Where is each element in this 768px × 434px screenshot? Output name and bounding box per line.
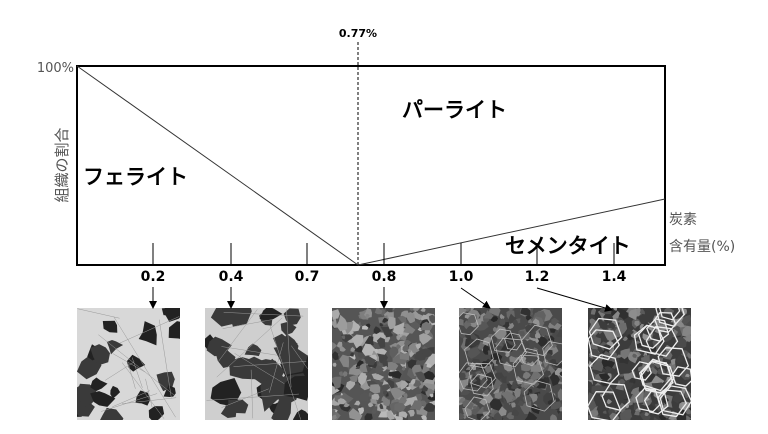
micrograph-0.2 [77,308,180,420]
micrograph-0.8 [332,308,435,420]
cementite-boundary-line [357,198,666,266]
x-tick-label: 0.4 [219,269,244,285]
micrograph-1.0 [459,308,562,420]
x-tick-label: 0.2 [141,269,166,285]
arrow-to-micrograph [536,287,613,312]
plot-frame [76,65,666,266]
x-axis-label-line2: 含有量(%) [669,239,735,255]
x-tick-label: 1.0 [449,269,474,285]
x-tick-label: 1.4 [602,269,627,285]
x-tick-label: 0.8 [372,269,397,285]
x-tick-label: 1.2 [525,269,550,285]
y-max-label: 100% [37,61,74,76]
y-axis-label: 組織の割合 [53,127,71,202]
x-axis-label-line1: 炭素 [669,212,697,228]
cementite-region-label: セメンタイト [505,234,631,258]
arrow-to-micrograph [460,287,491,309]
micrograph-1.2 [588,308,691,420]
x-tick-label: 0.7 [295,269,320,285]
ferrite-boundary-line [76,65,359,266]
eutectoid-label: 0.77% [339,27,377,40]
micrograph-0.4 [205,308,308,420]
ferrite-region-label: フェライト [83,165,188,189]
pearlite-region-label: パーライト [402,98,507,122]
